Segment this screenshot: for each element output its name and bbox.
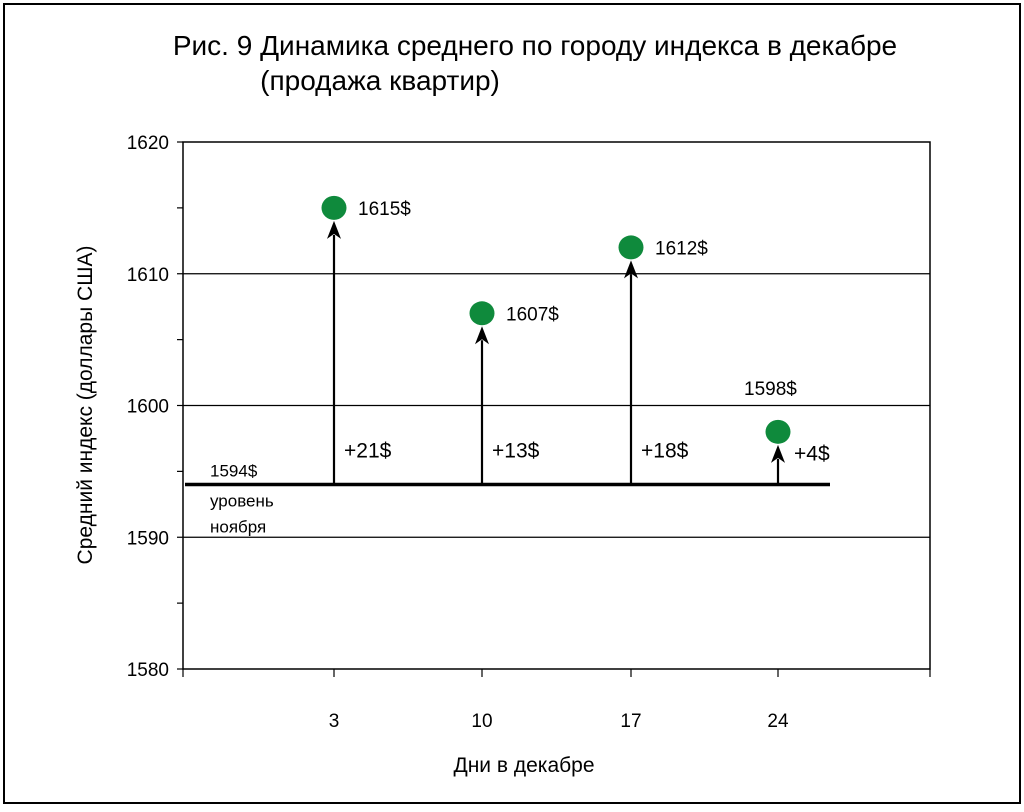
data-point: [765, 419, 791, 444]
change-label: +21$: [344, 440, 392, 463]
baseline-note: ноября: [210, 518, 266, 537]
x-tick-label: 10: [471, 711, 492, 732]
change-arrow-head: [624, 260, 638, 279]
data-point: [469, 301, 495, 326]
y-axis: 1620 1610 1600 1590 1580: [127, 133, 183, 681]
x-axis: 3 10 17 24: [182, 669, 931, 732]
data-points: 1615$ +21$ 1607$ +13$ 1612$ +18$ 1598$ +4$: [321, 195, 830, 485]
x-tick-label: 17: [620, 711, 641, 732]
baseline-group: 1594$ уровень ноября: [185, 462, 830, 537]
change-label: +18$: [641, 440, 689, 463]
change-label: +4$: [794, 443, 830, 466]
data-label: 1612$: [655, 238, 708, 259]
y-tick-label: 1600: [127, 397, 169, 418]
x-tick-label: 3: [329, 711, 340, 732]
y-axis-title: Средний индекс (доллары США): [74, 246, 97, 565]
grid-lines: [183, 273, 930, 538]
y-tick-label: 1580: [127, 660, 169, 681]
change-arrow-head: [771, 444, 785, 463]
data-point: [321, 195, 347, 220]
data-point: [618, 235, 644, 260]
baseline-note: уровень: [210, 492, 274, 511]
data-label: 1615$: [358, 199, 411, 220]
x-axis-title: Дни в декабре: [453, 754, 594, 777]
x-tick-label: 24: [767, 711, 789, 732]
data-label: 1598$: [744, 379, 797, 400]
y-tick-label: 1590: [127, 528, 169, 549]
chart-title-line-1: Рис. 9 Динамика среднего по городу индек…: [173, 30, 897, 61]
chart-title-line-2: (продажа квартир): [260, 65, 500, 96]
y-tick-label: 1610: [127, 265, 169, 286]
baseline-value-label: 1594$: [210, 462, 258, 481]
change-arrow-head: [475, 326, 489, 345]
y-tick-label: 1620: [127, 133, 169, 154]
outer-border: [3, 3, 1021, 804]
change-arrow-head: [327, 220, 341, 239]
change-label: +13$: [492, 440, 540, 463]
data-label: 1607$: [506, 304, 559, 325]
